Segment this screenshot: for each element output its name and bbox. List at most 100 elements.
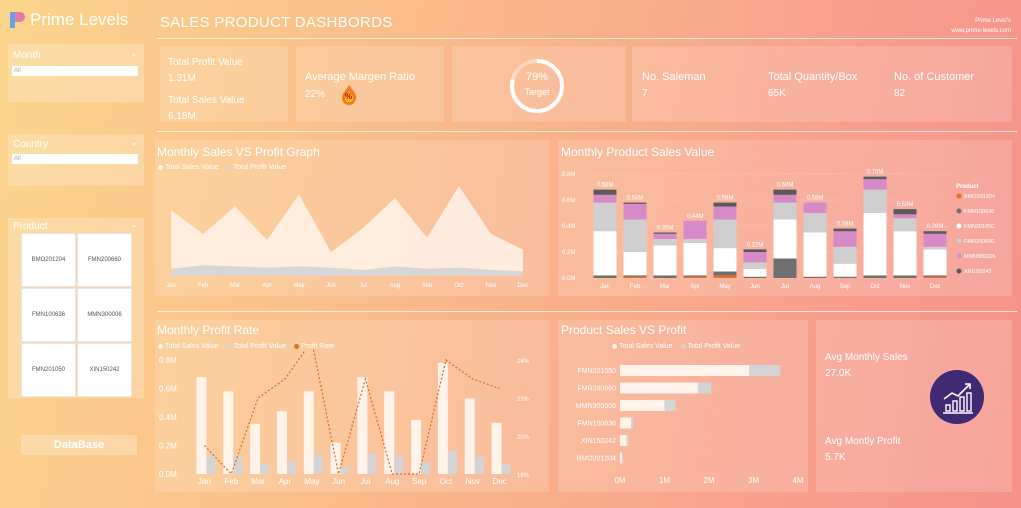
bar-segment-FMR200660 bbox=[803, 213, 827, 233]
bar-segment-FMN100636 bbox=[893, 275, 917, 278]
avg-monthly-profit-value: 5.7K bbox=[825, 452, 846, 463]
legend-item: Total Sales Value bbox=[612, 343, 673, 350]
product-option[interactable]: BMO201204 bbox=[21, 233, 76, 287]
x-tick-label: Jan bbox=[198, 477, 211, 486]
legend-label: BMO201204 bbox=[964, 194, 995, 200]
y2-tick-label: 24% bbox=[517, 359, 530, 365]
x-tick-label: 4M bbox=[792, 476, 803, 485]
profit-bar bbox=[260, 464, 270, 474]
x-tick-label: 1M bbox=[659, 476, 670, 485]
total-sales-value: 6.18M bbox=[168, 111, 196, 122]
legend-label: MMN300006 bbox=[964, 254, 996, 260]
bar-segment-FMR200660 bbox=[923, 246, 947, 250]
bar-segment-FMN201050 bbox=[683, 242, 707, 276]
total-sales-label: Total Sales Value bbox=[168, 95, 245, 106]
bar-segment-FMN100636 bbox=[593, 275, 617, 278]
kpi-counts-card bbox=[632, 46, 1012, 122]
legend-label: FMN201050 bbox=[964, 224, 994, 230]
legend-label: Total Profit Value bbox=[233, 343, 286, 350]
x-tick-label: Jan bbox=[600, 284, 610, 290]
product-slicer-label: Product bbox=[13, 221, 48, 232]
bar-segment-XIN150242 bbox=[593, 189, 617, 195]
bar-segment-MMN300006 bbox=[623, 203, 647, 220]
legend-label: Total Profit Value bbox=[233, 164, 286, 171]
bar-segment-MMN300006 bbox=[653, 233, 677, 239]
x-tick-label: Sep bbox=[412, 477, 427, 486]
profit-bar bbox=[340, 466, 350, 474]
avg-margin-value: 22% bbox=[305, 89, 326, 100]
total-profit-value: 1.31M bbox=[168, 73, 196, 84]
legend-item: Total Profit Value bbox=[680, 343, 740, 350]
avg-margin-label: Average Margen Ratio bbox=[305, 71, 415, 83]
bar-segment-FMN201050 bbox=[653, 245, 677, 276]
product-option[interactable]: XIN150242 bbox=[77, 343, 132, 397]
y-tick-label: FMR200660 bbox=[577, 386, 616, 393]
x-tick-label: Feb bbox=[224, 477, 238, 486]
monthly-product-sales-chart: 0.0M 0.2M 0.4M 0.6M 0.8M 0.68M Jan 0.58M Feb 0.35… bbox=[562, 170, 996, 290]
bar-segment-FMN100636 bbox=[713, 271, 737, 276]
target-gauge bbox=[510, 59, 564, 113]
total-label: 0.35M bbox=[657, 226, 674, 232]
bar-segment-FMN100636 bbox=[863, 275, 887, 278]
saleman-value: 7 bbox=[642, 88, 648, 99]
bar-segment-FMN100636 bbox=[833, 276, 857, 278]
bar-segment-XIN150242 bbox=[653, 232, 677, 234]
x-tick-label: Oct bbox=[870, 284, 880, 290]
legend-marker bbox=[956, 223, 962, 229]
bar-segment-MMN300006 bbox=[743, 252, 767, 263]
quantity-label: Total Quantity/Box bbox=[768, 71, 858, 83]
x-tick-label: Dec bbox=[930, 284, 941, 290]
sales-bar bbox=[384, 391, 395, 474]
avg-monthly-sales-label: Avg Monthly Sales bbox=[825, 352, 908, 363]
bar-segment-MMN300006 bbox=[683, 220, 707, 239]
sales-vs-profit-title: Monthly Sales VS Profit Graph bbox=[157, 145, 320, 159]
y-tick-label: XIN150242 bbox=[581, 438, 616, 445]
product-option[interactable]: FMN100636 bbox=[21, 288, 76, 342]
bar-segment-BMO201204 bbox=[683, 276, 707, 278]
chevron-down-icon[interactable]: ⌄ bbox=[130, 219, 138, 229]
bar-segment-FMN100636 bbox=[773, 258, 797, 278]
y-tick-label: FMN100636 bbox=[577, 421, 616, 428]
bar-segment-FMR200660 bbox=[683, 239, 707, 243]
country-dropdown[interactable]: All bbox=[12, 154, 138, 164]
bar-segment-FMN201050 bbox=[743, 268, 767, 277]
product-option[interactable]: FMN201050 bbox=[21, 343, 76, 397]
x-tick-label: Sep bbox=[422, 283, 433, 289]
x-tick-label: Nov bbox=[900, 284, 911, 290]
database-button[interactable]: DataBase bbox=[21, 435, 137, 455]
x-tick-label: Jul bbox=[359, 283, 367, 289]
total-profit-label: Total Profit Value bbox=[168, 57, 243, 68]
target-label: Target bbox=[524, 87, 550, 97]
avg-monthly-sales-value: 27.0K bbox=[825, 368, 852, 379]
profit-bar bbox=[626, 435, 629, 446]
profit-bar bbox=[474, 456, 484, 474]
chevron-down-icon[interactable]: ⌄ bbox=[130, 48, 138, 58]
sales-bar bbox=[411, 419, 422, 474]
bar-segment-FMN100636 bbox=[683, 275, 707, 277]
month-dropdown[interactable]: All bbox=[12, 66, 138, 76]
y-tick-label: 0.8M bbox=[159, 356, 177, 365]
y-tick-label: 0.0M bbox=[159, 470, 177, 479]
profit-bar bbox=[233, 456, 243, 474]
sales-bar bbox=[330, 442, 341, 474]
legend-label: Total Sales Value bbox=[165, 164, 219, 171]
series-area-1 bbox=[171, 265, 523, 276]
chevron-down-icon[interactable]: ⌄ bbox=[130, 137, 138, 147]
kpi-margin-card bbox=[296, 46, 444, 122]
y-tick-label: 0.2M bbox=[562, 250, 575, 256]
product-option[interactable]: FMN200660 bbox=[77, 233, 132, 287]
sales-bar bbox=[303, 391, 314, 474]
sales-bar bbox=[620, 365, 750, 376]
profit-rate-legend: Total Sales Value Total Profit Value Pro… bbox=[158, 343, 334, 350]
x-tick-label: May bbox=[304, 477, 319, 486]
product-option[interactable]: MMN300006 bbox=[77, 288, 132, 342]
profit-bar bbox=[394, 455, 404, 474]
bar-segment-MMN300006 bbox=[593, 194, 617, 203]
legend-marker bbox=[956, 238, 962, 244]
bar-segment-XIN150242 bbox=[773, 189, 797, 195]
bar-segment-FMR200660 bbox=[653, 239, 677, 246]
corner-line1: Prime Level's bbox=[975, 18, 1011, 24]
legend-item: Total Sales Value bbox=[158, 343, 219, 350]
bar-segment-FMR200660 bbox=[713, 219, 737, 249]
profit-bar bbox=[206, 455, 216, 474]
